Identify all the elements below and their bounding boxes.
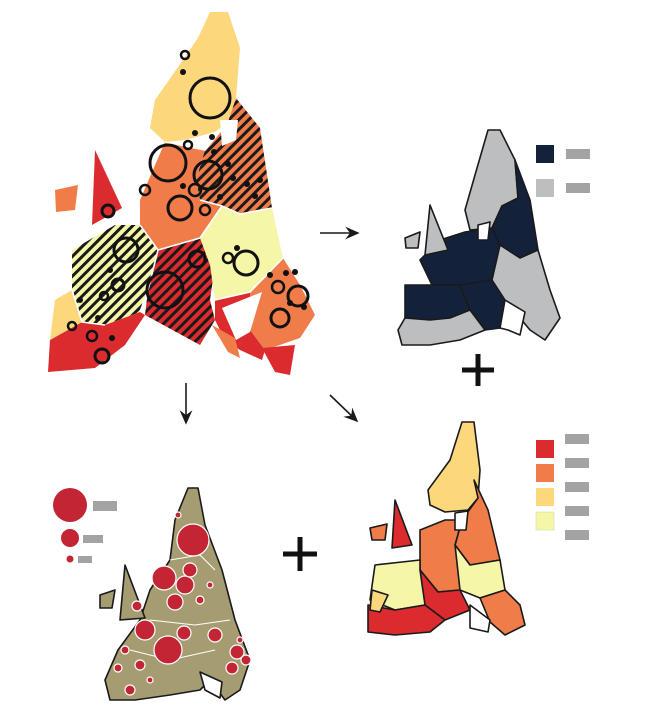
choropleth-legend bbox=[535, 434, 589, 540]
legend-swatch-gray bbox=[536, 179, 554, 197]
legend-symbol-medium bbox=[61, 529, 79, 547]
legend-label-placeholder bbox=[78, 556, 92, 563]
legend-swatch-red bbox=[536, 440, 554, 458]
map-island-orange-small bbox=[212, 325, 240, 358]
choropleth-region-southwest bbox=[367, 604, 446, 636]
symbol-circles bbox=[113, 511, 252, 696]
symbol-legend bbox=[53, 488, 117, 563]
binary-island-peninsula bbox=[424, 204, 449, 256]
proportional-symbols bbox=[66, 49, 310, 365]
map-region-west-gold bbox=[50, 290, 82, 340]
legend-label-placeholder bbox=[565, 458, 589, 468]
legend-label-placeholder bbox=[565, 482, 589, 492]
binary-map bbox=[397, 129, 561, 346]
arrow-icons bbox=[179, 226, 360, 425]
legend-symbol-large bbox=[53, 488, 87, 522]
map-gap bbox=[222, 292, 262, 340]
combined-source-map bbox=[48, 12, 315, 375]
choropleth-region-west-gold bbox=[369, 589, 389, 613]
legend-label-placeholder bbox=[566, 149, 590, 159]
legend-label-placeholder bbox=[93, 501, 117, 511]
legend-label-placeholder bbox=[566, 183, 590, 193]
binary-legend bbox=[536, 145, 590, 197]
map-region-hatched-red bbox=[145, 238, 215, 345]
legend-label-placeholder bbox=[565, 434, 589, 444]
choropleth-region-north bbox=[427, 421, 481, 513]
legend-label-placeholder bbox=[565, 506, 589, 516]
proportional-dots bbox=[77, 69, 307, 341]
choropleth-island-orange bbox=[369, 523, 388, 541]
region-boundaries bbox=[71, 121, 284, 326]
legend-swatch-gold bbox=[536, 488, 554, 506]
map-region-sw-island bbox=[262, 345, 295, 375]
plus-icon bbox=[462, 354, 494, 386]
map-region-southwest-red bbox=[48, 312, 145, 372]
arrow-icon bbox=[329, 394, 359, 423]
legend-symbol-small bbox=[66, 555, 74, 563]
legend-label-placeholder bbox=[565, 530, 589, 540]
legend-swatch-cream bbox=[535, 511, 555, 531]
binary-region-southwest bbox=[397, 309, 486, 346]
symbol-island-peninsula bbox=[119, 564, 146, 621]
legend-swatch-dark bbox=[536, 145, 554, 163]
plus-icon bbox=[283, 537, 317, 571]
binary-gap bbox=[477, 221, 491, 241]
legend-label-placeholder bbox=[83, 535, 103, 543]
map-region-southeast-orange bbox=[250, 258, 315, 350]
map-island-red bbox=[92, 150, 122, 225]
map-region-north bbox=[150, 12, 240, 142]
map-region-hatched-cream bbox=[72, 225, 158, 325]
choropleth-gap bbox=[454, 510, 469, 531]
choropleth-gap bbox=[469, 604, 491, 633]
binary-region-east bbox=[491, 244, 561, 341]
choropleth-island-red bbox=[391, 499, 413, 549]
binary-island-left bbox=[404, 231, 421, 249]
map-island-orange bbox=[55, 185, 78, 212]
symbol-gap bbox=[199, 671, 223, 699]
map-region-hatched-orange bbox=[196, 98, 272, 214]
symbol-island-small bbox=[99, 589, 116, 609]
binary-gap bbox=[499, 299, 526, 336]
legend-swatch-orange bbox=[536, 464, 554, 482]
choropleth-map bbox=[367, 421, 526, 636]
